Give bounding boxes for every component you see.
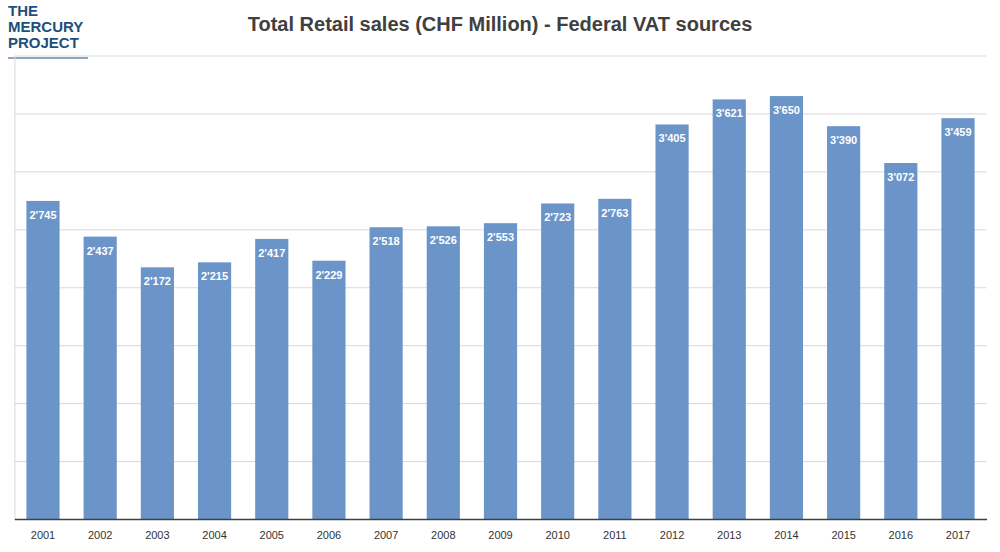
data-labels: 2'745 2'437 2'172 2'215 2'417 2'229 2'518 2'526…	[29, 104, 971, 287]
x-tick-label: 2008	[431, 529, 455, 541]
x-tick: 2008	[431, 519, 455, 541]
data-label: 2'745	[29, 209, 56, 221]
x-tick: 2015	[831, 519, 855, 541]
logo-text: PROJECT	[8, 34, 79, 51]
x-tick: 2010	[545, 519, 569, 541]
x-tick-label: 2012	[660, 529, 684, 541]
x-tick: 2004	[202, 519, 226, 541]
data-label: 3'459	[944, 126, 971, 138]
chart-svg: THEMERCURYPROJECT Total Retail sales (CHF…	[0, 0, 1000, 552]
logo-underline	[8, 58, 88, 59]
data-label: 2'172	[144, 275, 171, 287]
data-label: 3'072	[887, 171, 914, 183]
data-label: 2'229	[315, 269, 342, 281]
x-tick-label: 2010	[545, 529, 569, 541]
bar	[198, 262, 231, 519]
x-tick-label: 2014	[774, 529, 798, 541]
x-tick: 2006	[317, 519, 341, 541]
x-tick-label: 2001	[31, 529, 55, 541]
x-tick: 2005	[260, 519, 284, 541]
data-label: 2'437	[87, 245, 114, 257]
logo: THEMERCURYPROJECT	[8, 2, 88, 58]
y-tick	[14, 519, 986, 520]
bars	[26, 96, 974, 519]
x-axis-line	[15, 519, 987, 521]
bar	[827, 126, 860, 519]
x-tick-label: 2009	[488, 529, 512, 541]
x-tick-label: 2003	[145, 529, 169, 541]
chart-title: Total Retail sales (CHF Million) - Feder…	[248, 13, 753, 35]
y-tick	[14, 56, 986, 57]
chart-container: THEMERCURYPROJECT Total Retail sales (CHF…	[0, 0, 1000, 552]
x-axis: 2001 2002 2003 2004 2005 2006 2007 2008 2009 2010…	[15, 519, 987, 541]
x-tick-label: 2011	[603, 529, 627, 541]
logo-text: MERCURY	[8, 18, 83, 35]
bar	[255, 239, 288, 519]
bar	[427, 226, 460, 519]
bar	[312, 261, 345, 519]
data-label: 2'553	[487, 231, 514, 243]
x-tick-label: 2007	[374, 529, 398, 541]
x-tick-label: 2017	[946, 529, 970, 541]
data-label: 2'723	[544, 211, 571, 223]
bar	[598, 199, 631, 519]
bar	[26, 201, 59, 519]
x-tick: 2016	[889, 519, 913, 541]
bar	[884, 163, 917, 519]
x-tick: 2014	[774, 519, 798, 541]
x-tick-label: 2002	[88, 529, 112, 541]
x-tick-label: 2005	[260, 529, 284, 541]
bar	[713, 99, 746, 519]
bar	[141, 267, 174, 519]
data-label: 2'518	[373, 235, 400, 247]
data-label: 3'390	[830, 134, 857, 146]
bar	[370, 227, 403, 519]
bar	[655, 124, 688, 519]
x-tick-label: 2006	[317, 529, 341, 541]
data-label: 2'215	[201, 270, 228, 282]
grid-line	[14, 56, 986, 57]
bar	[941, 118, 974, 519]
y-axis	[14, 56, 986, 520]
x-tick: 2009	[488, 519, 512, 541]
grid-line	[14, 113, 986, 114]
logo-text: THE	[8, 2, 38, 19]
data-label: 3'621	[716, 107, 743, 119]
bar	[541, 203, 574, 519]
x-tick-label: 2013	[717, 529, 741, 541]
background	[0, 0, 1000, 552]
x-tick-label: 2004	[202, 529, 226, 541]
x-tick: 2002	[88, 519, 112, 541]
x-tick: 2007	[374, 519, 398, 541]
bar	[770, 96, 803, 519]
x-tick: 2003	[145, 519, 169, 541]
data-label: 2'417	[258, 247, 285, 259]
x-tick: 2013	[717, 519, 741, 541]
data-label: 3'650	[773, 104, 800, 116]
x-tick: 2017	[946, 519, 970, 541]
y-tick	[14, 113, 986, 114]
x-tick-label: 2016	[889, 529, 913, 541]
x-tick-label: 2015	[831, 529, 855, 541]
x-tick: 2011	[603, 519, 627, 541]
x-tick: 2001	[31, 519, 55, 541]
bar	[84, 237, 117, 519]
data-label: 2'763	[601, 207, 628, 219]
x-tick: 2012	[660, 519, 684, 541]
data-label: 2'526	[430, 234, 457, 246]
grid-line	[14, 519, 986, 520]
data-label: 3'405	[659, 132, 686, 144]
bar	[484, 223, 517, 519]
